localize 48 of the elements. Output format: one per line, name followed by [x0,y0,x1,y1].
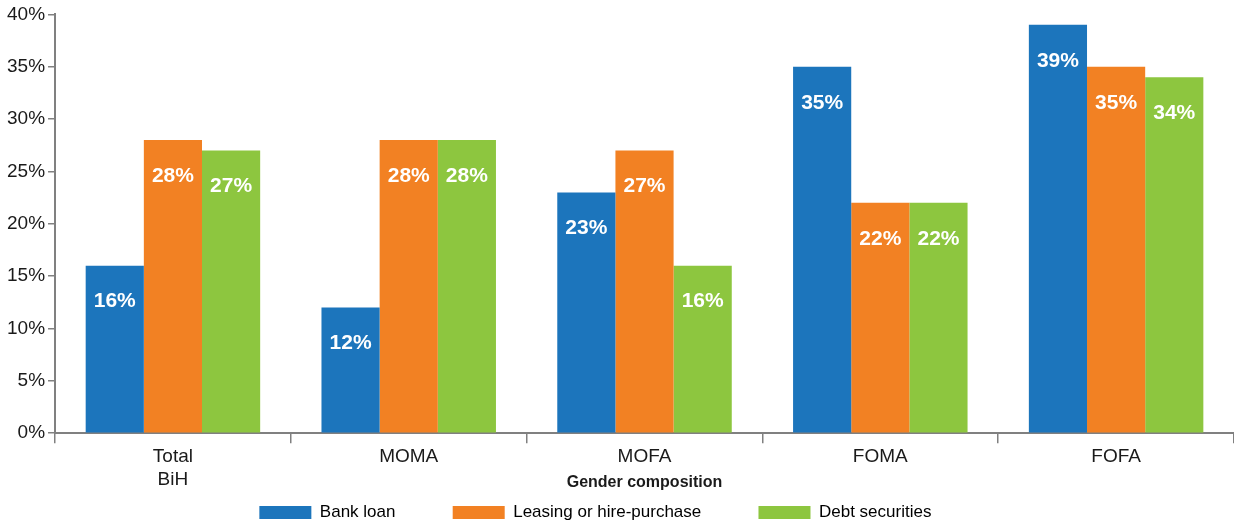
y-tick-label: 10% [7,316,46,338]
x-tick-label: FOMA [852,444,909,466]
bar [673,265,732,433]
x-tick-label: MOMA [379,444,439,466]
legend-label: Leasing or hire-purchase [513,502,749,522]
x-tick-label: Total BiH [152,444,193,489]
bar [202,150,261,433]
bar [379,140,438,433]
bar [1028,24,1088,433]
y-tick-label: 0% [17,421,46,443]
data-label: 35% [1095,89,1138,113]
data-label: 39% [1036,47,1080,71]
data-label: 28% [445,162,489,186]
bar [1145,77,1204,433]
data-label: 28% [151,162,195,186]
y-tick-label: 30% [7,107,46,129]
bar [909,202,968,433]
data-label: 12% [329,330,372,354]
data-label: 35% [801,89,844,113]
data-label: 34% [1153,100,1196,124]
y-tick-label: 5% [17,369,46,391]
x-axis-title: Gender composition [566,472,723,490]
legend-label: Bank loan [319,502,443,522]
data-label: 16% [93,288,137,312]
y-tick-label: 15% [7,264,46,286]
data-label: 16% [681,288,725,312]
bar [793,66,852,433]
bar [1087,66,1146,433]
bar [557,192,616,433]
data-label: 27% [210,173,253,197]
data-label: 28% [387,162,431,186]
data-label: 22% [917,225,960,249]
x-tick-label: FOFA [1091,444,1142,466]
bar [615,150,674,433]
legend-label: Debt securities [818,502,979,522]
bar [321,307,380,433]
y-tick-label: 40% [7,2,46,24]
data-label: 23% [565,215,608,239]
y-tick-label: 20% [7,212,46,234]
y-tick-label: 35% [7,54,46,76]
bar [85,265,144,433]
bar [437,140,496,433]
bar [143,140,203,433]
x-tick-label: MOFA [617,444,672,466]
data-label: 27% [623,173,666,197]
bar [851,202,910,433]
y-tick-label: 25% [7,159,46,181]
data-label: 22% [859,225,902,249]
